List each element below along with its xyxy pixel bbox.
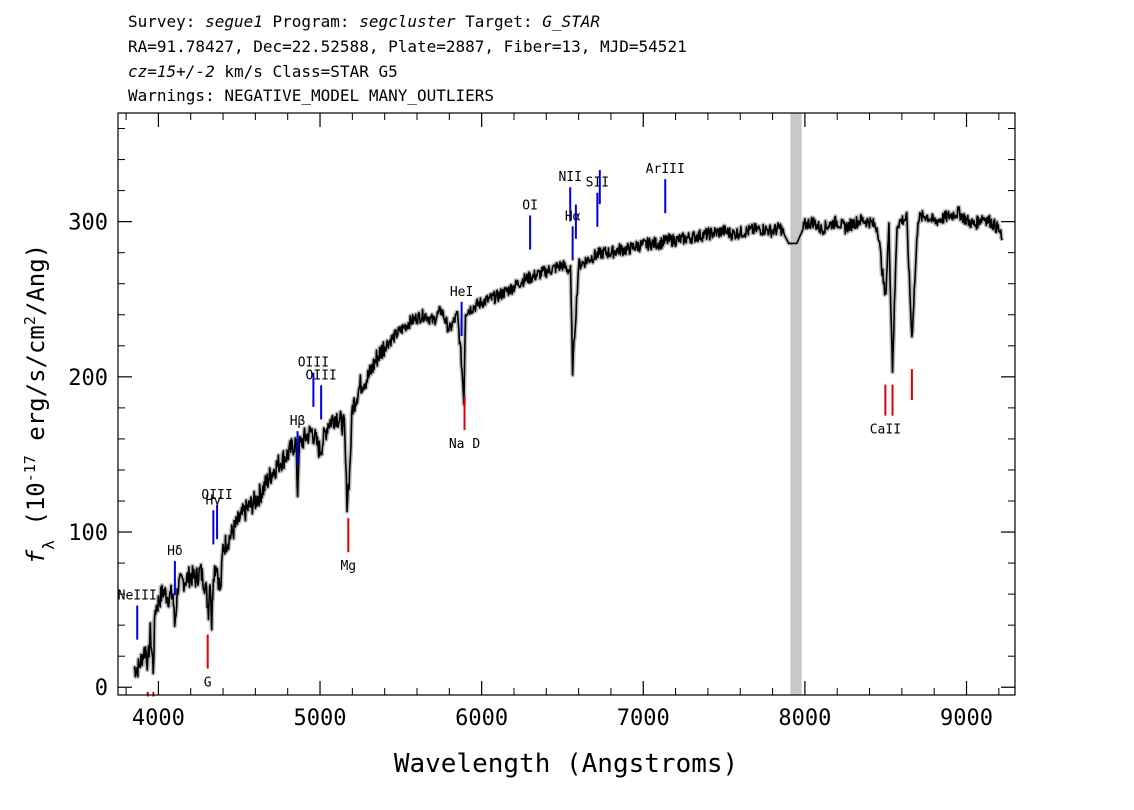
absorption-line-label: Na D (449, 437, 480, 452)
y-tick-label: 100 (68, 521, 108, 546)
header-line-1: Survey: segue1 Program: segcluster Targe… (128, 12, 600, 32)
emission-line-label: Hα (565, 209, 581, 224)
x-tick-label: 4000 (132, 706, 185, 731)
emission-line-label: ArIII (646, 162, 685, 177)
program-value: segcluster (359, 12, 456, 31)
emission-line-label: OIII (201, 488, 232, 503)
emission-line-label: OIII (306, 368, 337, 383)
emission-line-label: Hβ (290, 414, 306, 429)
header-line-4: Warnings: NEGATIVE_MODEL MANY_OUTLIERS (128, 86, 495, 105)
emission-line-label: SII (586, 176, 609, 191)
y-tick-label: 200 (68, 366, 108, 391)
redshift-value: cz=15+/-2 (128, 62, 215, 81)
survey-label: Survey: (128, 12, 206, 31)
y-axis-label: fλ (10-17 erg/s/cm2/Ang) (21, 244, 58, 564)
masked-band (790, 113, 802, 695)
header-line-2: RA=91.78427, Dec=22.52588, Plate=2887, F… (128, 37, 687, 56)
plot-frame (117, 112, 1016, 696)
emission-line-label: HeI (450, 285, 473, 300)
header-line-3: cz=15+/-2 km/s Class=STAR G5 (128, 62, 398, 82)
program-label: Program: (262, 12, 360, 31)
x-axis-label: Wavelength (Angstroms) (394, 749, 738, 779)
absorption-line-label: Mg (340, 559, 356, 574)
absorption-line-label: G (204, 676, 212, 691)
x-tick-label: 8000 (778, 706, 831, 731)
survey-value: segue1 (205, 12, 263, 31)
spectrum-line (133, 206, 1003, 678)
absorption-line-label: CaII (870, 423, 901, 438)
x-tick-label: 7000 (617, 706, 670, 731)
target-value: G_STAR (542, 12, 601, 31)
x-tick-label: 9000 (940, 706, 993, 731)
error-band (132, 204, 1005, 679)
x-tick-label: 5000 (294, 706, 347, 731)
emission-line-label: NeIII (118, 589, 157, 604)
emission-line-label: NII (558, 170, 581, 185)
y-tick-label: 300 (68, 211, 108, 236)
y-tick-label: 0 (95, 676, 108, 701)
target-label: Target: (455, 12, 543, 31)
class-text: km/s Class=STAR G5 (214, 62, 398, 81)
emission-line-label: OIII (298, 356, 329, 371)
emission-line-label: Hδ (167, 544, 183, 559)
emission-line-label: Hγ (206, 493, 222, 508)
x-tick-label: 6000 (455, 706, 508, 731)
emission-line-label: OI (522, 198, 538, 213)
